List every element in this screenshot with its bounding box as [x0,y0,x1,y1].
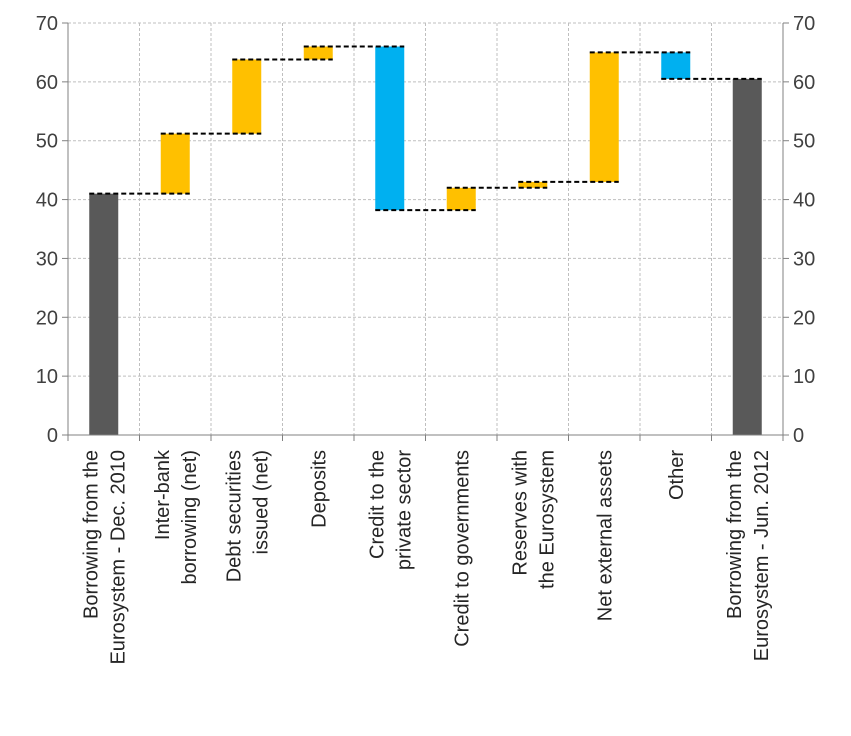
connectors [89,45,762,212]
axes [62,22,789,441]
category-label: borrowing (net) [179,450,201,585]
bar-total [89,193,119,435]
category-label: Borrowing from the [724,450,746,619]
right-tick-label: 0 [793,425,804,447]
left-tick-label: 60 [36,72,58,94]
category-label: private sector [393,450,415,570]
left-tick-label: 10 [36,366,58,388]
gridlines [68,22,783,435]
right-tick-label: 30 [793,248,815,270]
category-label: Reserves with [509,450,531,576]
category-label: Net external assets [594,450,616,621]
labels: 0 0 10 10 20 20 30 30 40 40 50 50 60 60 70 70 Borrowing … [36,13,816,665]
category-label: Eurosystem - Jun. 2012 [751,450,773,661]
category-label: Credit to the [366,450,388,559]
bar-increase [160,133,190,194]
bar-increase [232,59,262,134]
left-tick-label: 40 [36,190,58,212]
right-tick-label: 70 [793,13,815,35]
right-tick-label: 20 [793,307,815,329]
category-label: Inter-bank [152,449,174,540]
left-tick-label: 0 [47,425,58,447]
category-label: Debt securities [223,450,245,582]
category-label: Eurosystem - Dec. 2010 [107,450,129,665]
right-tick-label: 10 [793,366,815,388]
bars [89,46,762,436]
category-label: Other [666,450,688,500]
right-tick-label: 60 [793,72,815,94]
bar-decrease [661,52,691,79]
left-tick-label: 30 [36,248,58,270]
category-label: Deposits [308,450,330,528]
left-tick-label: 20 [36,307,58,329]
category-label: the Eurosystem [536,450,558,589]
category-label: Credit to governments [451,450,473,647]
right-tick-label: 50 [793,131,815,153]
bar-increase [446,187,476,211]
right-tick-label: 40 [793,190,815,212]
bar-increase [303,46,333,60]
category-label: issued (net) [250,450,272,555]
left-tick-label: 50 [36,131,58,153]
bar-decrease [375,46,405,211]
bar-increase [589,52,619,182]
bar-increase [518,181,548,188]
category-label: Borrowing from the [80,450,102,619]
bar-total [732,78,762,436]
left-tick-label: 70 [36,13,58,35]
